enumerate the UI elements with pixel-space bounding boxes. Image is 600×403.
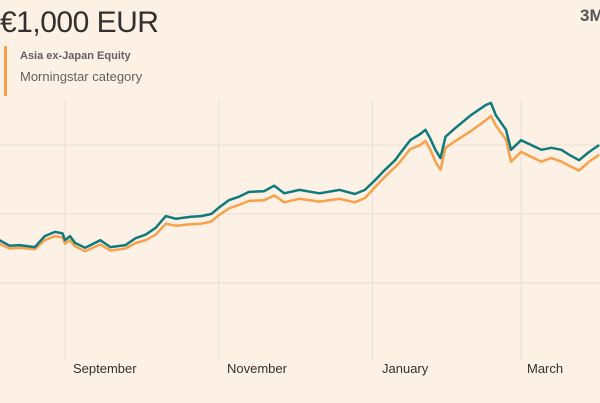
range-3m-button[interactable]: 3M	[580, 6, 600, 25]
series-lines	[0, 101, 600, 253]
x-axis-labels: September November January March	[73, 361, 563, 376]
legend-fund: Asia ex-Japan Equity	[20, 50, 131, 62]
x-tick-september: September	[73, 361, 137, 376]
fund-line	[0, 101, 600, 250]
chart-title: €1,000 EUR	[0, 6, 159, 39]
legend: Asia ex-Japan Equity Morningstar categor…	[4, 46, 142, 96]
grid	[0, 100, 600, 360]
x-tick-march: March	[527, 361, 563, 376]
x-tick-november: November	[227, 361, 288, 376]
legend-category: Morningstar category	[20, 69, 143, 84]
category-line	[0, 114, 600, 253]
x-tick-january: January	[382, 361, 429, 376]
